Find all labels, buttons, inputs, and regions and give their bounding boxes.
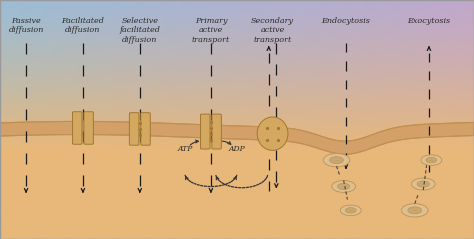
Circle shape: [337, 183, 350, 190]
Text: Passive
diffusion: Passive diffusion: [9, 17, 44, 34]
Circle shape: [340, 205, 361, 216]
Circle shape: [346, 208, 356, 213]
Circle shape: [408, 207, 422, 214]
Text: Facilitated
diffusion: Facilitated diffusion: [62, 17, 104, 34]
Text: ADP: ADP: [228, 146, 246, 153]
FancyBboxPatch shape: [129, 113, 139, 145]
Text: Exocytosis: Exocytosis: [408, 17, 450, 25]
Polygon shape: [0, 121, 474, 154]
FancyBboxPatch shape: [84, 112, 93, 144]
FancyBboxPatch shape: [212, 114, 221, 149]
Text: Endocytosis: Endocytosis: [321, 17, 371, 25]
Ellipse shape: [257, 117, 288, 150]
Circle shape: [426, 158, 437, 163]
Circle shape: [417, 181, 429, 187]
Circle shape: [329, 157, 344, 164]
Text: Primary
active
transport: Primary active transport: [192, 17, 230, 44]
Text: Secondary
active
transport: Secondary active transport: [251, 17, 294, 44]
Circle shape: [421, 155, 442, 165]
FancyBboxPatch shape: [141, 113, 150, 145]
Circle shape: [411, 178, 435, 190]
Circle shape: [332, 180, 356, 192]
Text: ATP: ATP: [177, 146, 192, 153]
FancyBboxPatch shape: [201, 114, 210, 149]
Text: Selective
facilitated
diffusion: Selective facilitated diffusion: [119, 17, 160, 44]
Circle shape: [323, 153, 350, 167]
Circle shape: [401, 204, 428, 217]
FancyBboxPatch shape: [73, 112, 82, 144]
